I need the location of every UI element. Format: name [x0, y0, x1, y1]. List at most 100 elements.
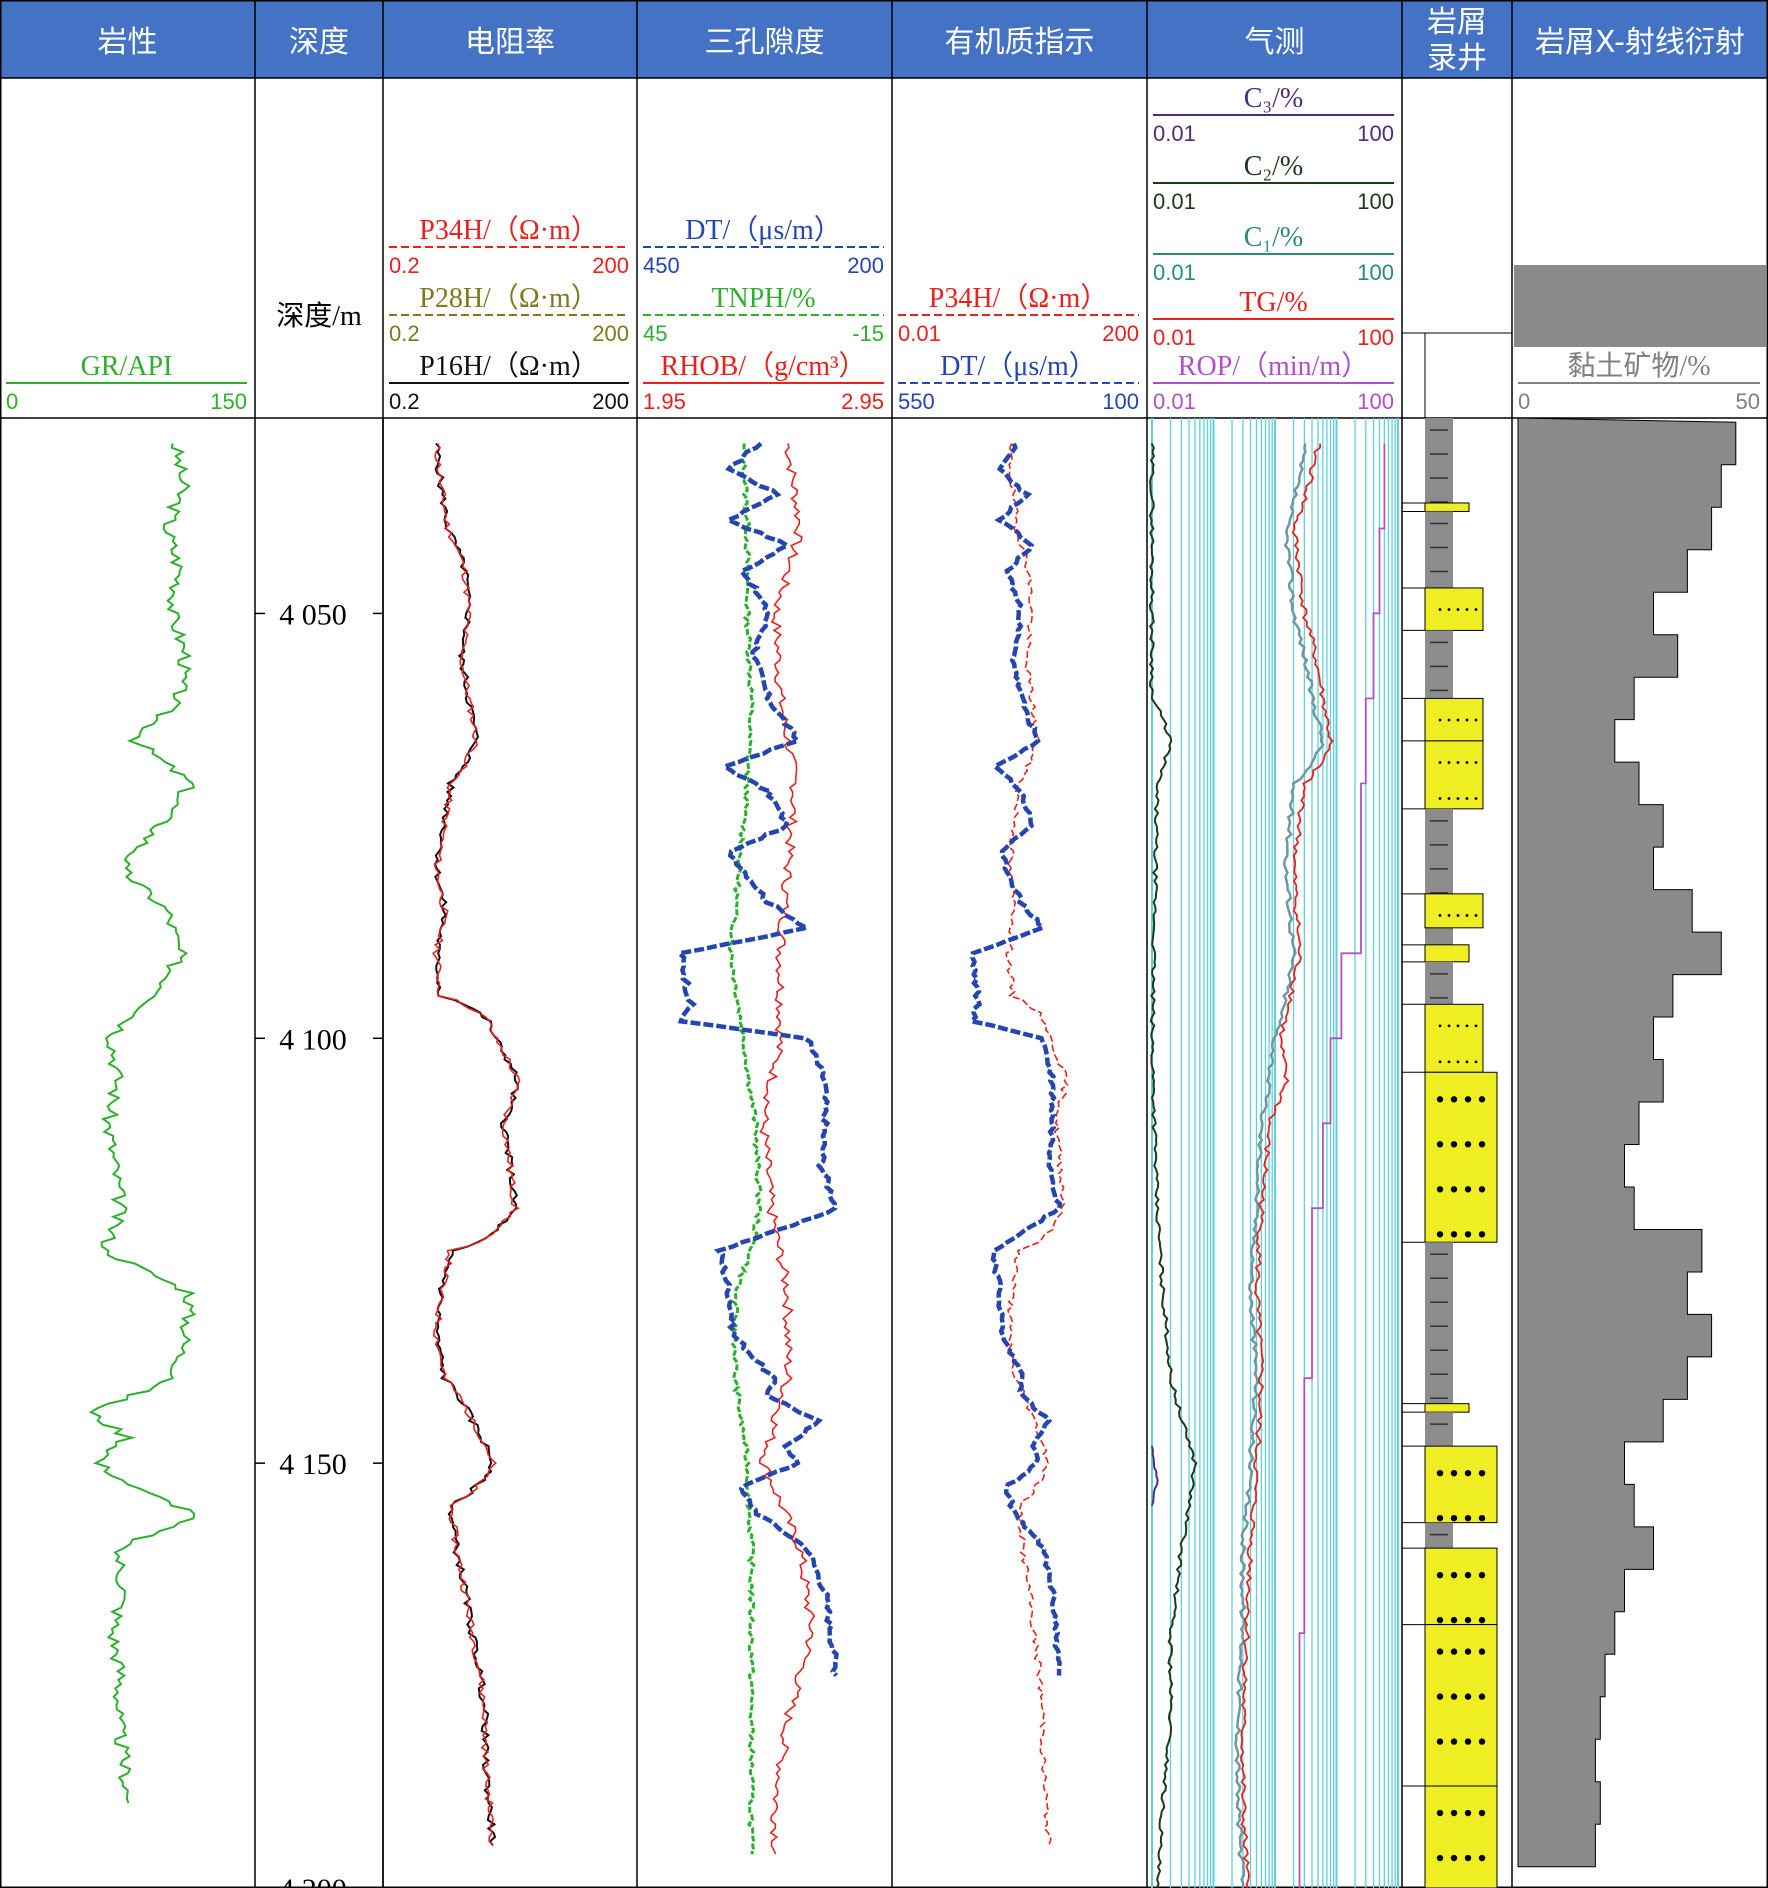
- sand-dot: [1450, 1141, 1458, 1148]
- cuttings-interval: [1424, 893, 1484, 929]
- cuttings-interval: [1424, 1547, 1498, 1626]
- sand-dot: [1450, 1693, 1458, 1700]
- sand-dot: [1436, 1469, 1444, 1477]
- cuttings-interval: [1424, 1003, 1484, 1073]
- sand-dot: [1436, 1096, 1444, 1103]
- gas-log-grid: [1151, 418, 1399, 1888]
- sand-dot: [1436, 1186, 1444, 1193]
- scale-max: 100: [1357, 121, 1394, 146]
- sand-dot: [1450, 1186, 1458, 1193]
- sand-dot: [1456, 914, 1460, 917]
- sand-dot: [1450, 1854, 1458, 1862]
- legend-clay: 黏土矿物/% 0 50: [1518, 350, 1760, 414]
- dt-curve: [674, 441, 839, 1678]
- legend-rop: ROP/（min/m） 0.01 100: [1153, 350, 1394, 414]
- header-cell: [1402, 0, 1512, 78]
- curve-label: 黏土矿物/%: [1567, 350, 1710, 382]
- scale-max: 100: [1357, 189, 1394, 214]
- scale-max: 200: [847, 253, 884, 278]
- legend-c3: C₃/% 0.01 100: [1153, 83, 1394, 146]
- sand-dot: [1464, 1693, 1472, 1700]
- rhob-curve: [758, 443, 816, 1855]
- scale-min: 1.95: [643, 389, 686, 414]
- sand-dot: [1447, 1024, 1451, 1028]
- scale-max: 100: [1357, 260, 1394, 285]
- cuttings-interval: [1424, 697, 1484, 742]
- scale-min: 0.01: [1153, 189, 1196, 214]
- header-title: 气测: [1245, 25, 1305, 60]
- legend-organic-p34h: P34H/（Ω·m） 0.01 200: [898, 282, 1139, 346]
- sand-dot: [1478, 1231, 1486, 1238]
- legend-rhob: RHOB/（g/cm³） 1.95 2.95: [643, 350, 884, 414]
- sand-dot: [1436, 1571, 1444, 1579]
- curve-label: TNPH/%: [711, 283, 815, 314]
- header-title: 岩屑X-射线衍射: [1535, 25, 1745, 60]
- scale-max: 50: [1736, 389, 1760, 414]
- sand-dot: [1436, 1231, 1444, 1238]
- sand-dot: [1464, 1186, 1472, 1193]
- legend-c1: C₁/% 0.01 100: [1153, 222, 1394, 285]
- sand-dot: [1478, 1469, 1486, 1477]
- sand-dot: [1450, 1738, 1458, 1745]
- scale-min: 0.01: [1153, 389, 1196, 414]
- scale-max: 100: [1102, 389, 1139, 414]
- sand-dot: [1464, 1514, 1472, 1522]
- sand-dot: [1438, 797, 1442, 800]
- sand-dot: [1478, 1514, 1486, 1522]
- c2-curve: [1148, 443, 1198, 1888]
- curve-label: C₂/%: [1244, 151, 1304, 182]
- sand-dot: [1438, 608, 1442, 611]
- sand-dot: [1478, 1616, 1486, 1624]
- sand-dot: [1478, 1648, 1486, 1655]
- curve-label: RHOB/（g/cm³）: [661, 350, 867, 382]
- cuttings-interval: [1424, 1785, 1498, 1888]
- legend-gr: GR/API 0 150: [6, 351, 247, 414]
- c1-curve: [1234, 443, 1325, 1888]
- scale-min: 45: [643, 321, 667, 346]
- sand-dot: [1447, 914, 1451, 917]
- scale-min: 550: [898, 389, 935, 414]
- curve-label: ROP/（min/m）: [1178, 350, 1369, 382]
- header-title: 岩性: [98, 25, 158, 60]
- header-title: 电阻率: [465, 25, 555, 60]
- p16h-curve: [433, 442, 519, 1847]
- curve-label: P34H/（Ω·m）: [929, 282, 1109, 314]
- sand-dot: [1464, 1738, 1472, 1745]
- depth-axis: 深度/m 4 050 4 100 4 150 4 200: [255, 300, 384, 1888]
- sand-dot: [1436, 1738, 1444, 1745]
- sand-dot: [1438, 718, 1442, 722]
- sand-dot: [1450, 1231, 1458, 1238]
- header-cell: [637, 0, 892, 78]
- curve-label: P28H/（Ω·m）: [419, 282, 599, 314]
- sand-dot: [1450, 1648, 1458, 1655]
- scale-min: 0.01: [1153, 121, 1196, 146]
- scale-max: 2.95: [841, 389, 884, 414]
- header-cell: [383, 0, 637, 78]
- sand-dot: [1478, 1571, 1486, 1579]
- sand-dot: [1456, 1060, 1460, 1064]
- cuttings-column: [1402, 417, 1498, 1888]
- scale-min: 0.2: [389, 253, 420, 278]
- sand-dot: [1450, 1571, 1458, 1579]
- sand-dot: [1456, 1024, 1460, 1028]
- sand-dot: [1450, 1616, 1458, 1624]
- sand-dot: [1465, 914, 1469, 917]
- depth-tick-label: 4 100: [279, 1023, 347, 1056]
- sand-dot: [1474, 761, 1478, 764]
- sand-dot: [1438, 914, 1442, 917]
- scale-min: 0.2: [389, 389, 420, 414]
- sand-dot: [1464, 1096, 1472, 1103]
- sand-dot: [1478, 1854, 1486, 1862]
- sand-dot: [1478, 1186, 1486, 1193]
- sand-dot: [1478, 1693, 1486, 1700]
- header-cell: [255, 0, 383, 78]
- scale-max: 200: [592, 253, 629, 278]
- sand-dot: [1464, 1141, 1472, 1148]
- sand-dot: [1438, 1060, 1442, 1064]
- depth-tick-label: 4 150: [279, 1448, 347, 1481]
- cuttings-interval: [1424, 587, 1484, 631]
- sand-dot: [1450, 1096, 1458, 1103]
- header-title: 录井: [1427, 41, 1487, 76]
- gr-curve: [88, 443, 197, 1804]
